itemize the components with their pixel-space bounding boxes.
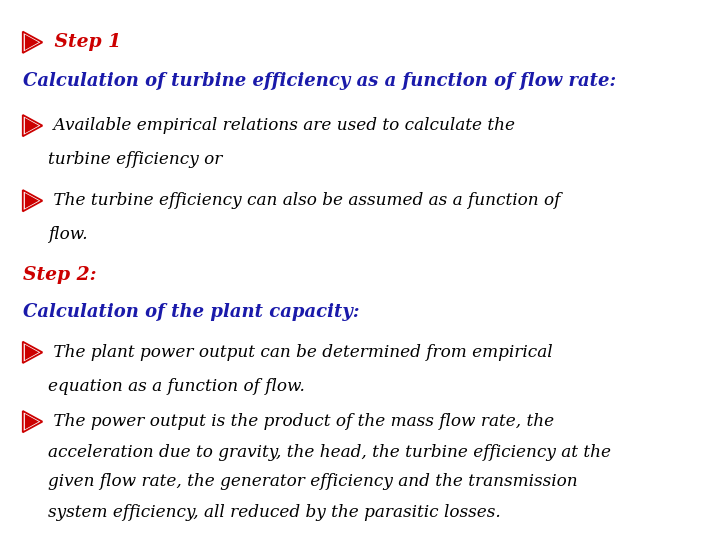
Text: acceleration due to gravity, the head, the turbine efficiency at the: acceleration due to gravity, the head, t… (48, 444, 611, 461)
Text: Calculation of the plant capacity:: Calculation of the plant capacity: (23, 303, 359, 321)
Polygon shape (25, 345, 39, 360)
Text: system efficiency, all reduced by the parasitic losses.: system efficiency, all reduced by the pa… (48, 504, 500, 521)
Text: Calculation of turbine efficiency as a function of flow rate:: Calculation of turbine efficiency as a f… (23, 72, 616, 90)
Polygon shape (25, 193, 39, 208)
Text: turbine efficiency or: turbine efficiency or (48, 151, 222, 168)
Text: flow.: flow. (48, 226, 88, 243)
Text: The power output is the product of the mass flow rate, the: The power output is the product of the m… (48, 413, 554, 430)
Text: equation as a function of flow.: equation as a function of flow. (48, 378, 305, 395)
Polygon shape (25, 414, 39, 429)
Polygon shape (25, 35, 39, 50)
Text: The turbine efficiency can also be assumed as a function of: The turbine efficiency can also be assum… (48, 192, 560, 209)
Polygon shape (25, 118, 39, 133)
Text: Step 2:: Step 2: (23, 266, 96, 284)
Text: The plant power output can be determined from empirical: The plant power output can be determined… (48, 344, 552, 361)
Text: Available empirical relations are used to calculate the: Available empirical relations are used t… (48, 117, 515, 134)
Text: given flow rate, the generator efficiency and the transmission: given flow rate, the generator efficienc… (48, 473, 577, 490)
Text: Step 1: Step 1 (48, 33, 121, 51)
